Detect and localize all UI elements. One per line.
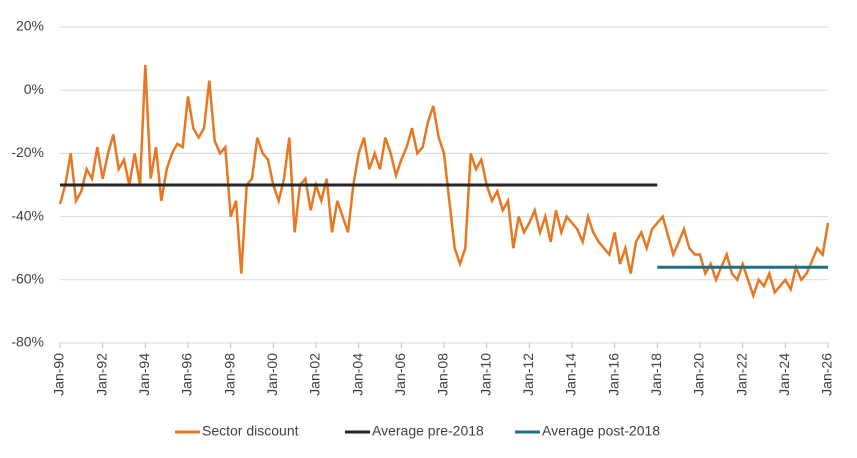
legend-label: Average pre-2018 <box>372 423 484 439</box>
x-tick-label: Jan-26 <box>819 353 835 396</box>
x-tick-label: Jan-24 <box>776 353 792 396</box>
x-tick-label: Jan-02 <box>307 353 323 396</box>
y-tick-label: 20% <box>16 18 44 34</box>
legend-label: Sector discount <box>202 423 299 439</box>
x-tick-label: Jan-16 <box>605 353 621 396</box>
y-tick-label: -80% <box>11 334 44 350</box>
y-tick-label: -20% <box>11 144 44 160</box>
x-tick-label: Jan-98 <box>221 353 237 396</box>
x-tick-label: Jan-06 <box>392 353 408 396</box>
line-series <box>58 64 830 300</box>
y-tick-label: 0% <box>24 81 44 97</box>
x-tick-label: Jan-14 <box>563 353 579 396</box>
x-tick-label: Jan-08 <box>435 353 451 396</box>
x-tick-label: Jan-92 <box>93 353 109 396</box>
x-tick-label: Jan-00 <box>264 353 280 396</box>
x-tick-label: Jan-10 <box>477 353 493 396</box>
x-tick-label: Jan-20 <box>691 353 707 396</box>
legend-label: Average post-2018 <box>542 423 660 439</box>
x-tick-label: Jan-22 <box>733 353 749 396</box>
y-tick-label: -40% <box>11 207 44 223</box>
x-tick-label: Jan-12 <box>520 353 536 396</box>
x-tick-label: Jan-96 <box>179 353 195 396</box>
x-tick-label: Jan-94 <box>136 353 152 396</box>
x-tick-label: Jan-04 <box>349 353 365 396</box>
x-tick-label: Jan-18 <box>648 353 664 396</box>
x-tick-label: Jan-90 <box>51 353 67 396</box>
y-tick-label: -60% <box>11 271 44 287</box>
